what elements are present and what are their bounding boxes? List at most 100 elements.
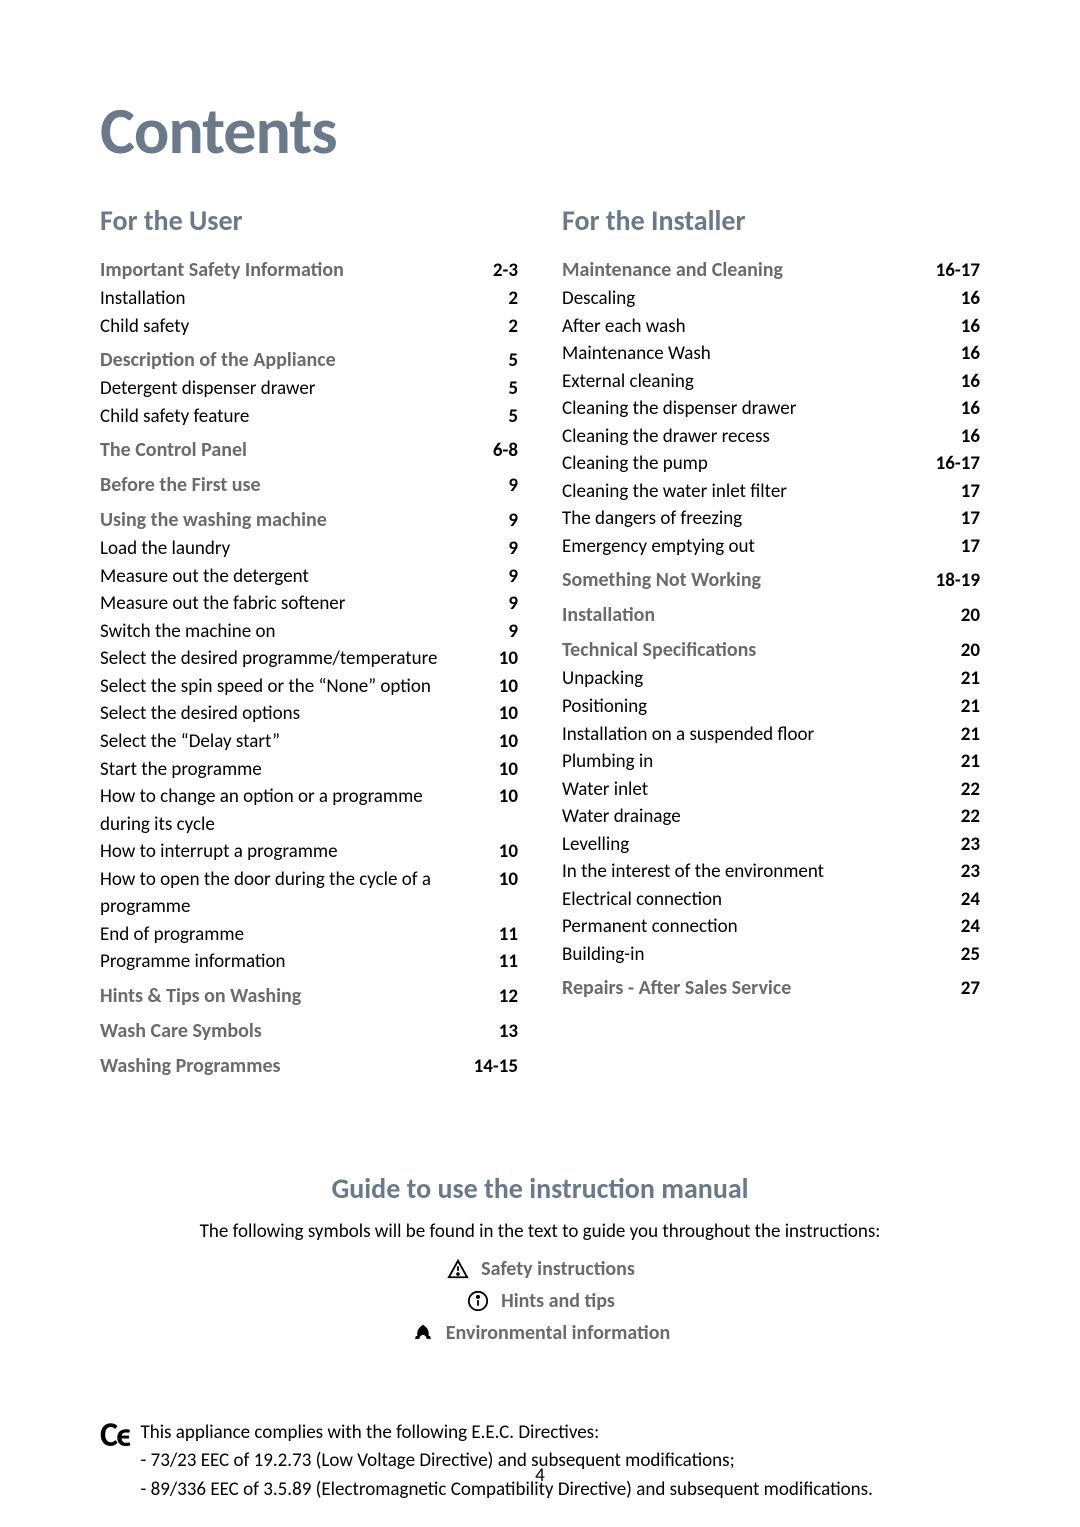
right-column: For the Installer Maintenance and Cleani… bbox=[562, 203, 980, 1081]
toc-section: Technical Specifications20 bbox=[562, 636, 980, 665]
toc-item-page: 5 bbox=[464, 375, 518, 403]
toc-section: Hints & Tips on Washing12 bbox=[100, 982, 518, 1011]
toc-item: Water drainage22 bbox=[562, 803, 980, 831]
toc-item-label: How to open the door during the cycle of… bbox=[100, 866, 464, 921]
toc-item-page: 23 bbox=[926, 858, 980, 886]
toc-item-page: 10 bbox=[464, 866, 518, 894]
toc-section: Maintenance and Cleaning16-17 bbox=[562, 256, 980, 285]
toc-item: Building-in25 bbox=[562, 941, 980, 969]
toc-item-label: Cleaning the dispenser drawer bbox=[562, 395, 926, 423]
toc-item-label: Installation on a suspended floor bbox=[562, 721, 926, 749]
toc-section: Washing Programmes14-15 bbox=[100, 1052, 518, 1081]
toc-item: Positioning21 bbox=[562, 693, 980, 721]
guide-block: Guide to use the instruction manual The … bbox=[100, 1171, 980, 1349]
toc-item-label: Cleaning the drawer recess bbox=[562, 423, 926, 451]
toc-item: Maintenance Wash16 bbox=[562, 340, 980, 368]
toc-item: External cleaning16 bbox=[562, 368, 980, 396]
toc-item-page: 10 bbox=[464, 783, 518, 811]
leaf-icon bbox=[410, 1320, 436, 1346]
toc-item: Descaling16 bbox=[562, 285, 980, 313]
toc-item-page: 10 bbox=[464, 756, 518, 784]
ce-text: This appliance complies with the followi… bbox=[140, 1419, 872, 1505]
toc-item: Measure out the fabric softener9 bbox=[100, 590, 518, 618]
toc-item-label: Switch the machine on bbox=[100, 618, 464, 646]
toc-section-label: Washing Programmes bbox=[100, 1052, 281, 1081]
toc-item-page: 16 bbox=[926, 285, 980, 313]
toc-item-label: Programme information bbox=[100, 948, 464, 976]
toc-section-page: 18-19 bbox=[926, 567, 980, 595]
toc-item: Measure out the detergent9 bbox=[100, 563, 518, 591]
toc-item: Select the desired programme/temperature… bbox=[100, 645, 518, 673]
toc-item-page: 10 bbox=[464, 728, 518, 756]
toc-item-page: 10 bbox=[464, 838, 518, 866]
toc-section-label: Before the First use bbox=[100, 471, 261, 500]
toc-item: How to change an option or a programme d… bbox=[100, 783, 518, 838]
toc-item-page: 21 bbox=[926, 748, 980, 776]
guide-line: Safety instructions bbox=[100, 1253, 980, 1285]
toc-item-label: Cleaning the water inlet filter bbox=[562, 478, 926, 506]
toc-section: Wash Care Symbols13 bbox=[100, 1017, 518, 1046]
toc-item-label: Installation bbox=[100, 285, 464, 313]
toc-item-page: 16-17 bbox=[926, 450, 980, 478]
toc-item-label: External cleaning bbox=[562, 368, 926, 396]
toc-item-label: Child safety feature bbox=[100, 403, 464, 431]
toc-item: Plumbing in21 bbox=[562, 748, 980, 776]
toc-item-label: Levelling bbox=[562, 831, 926, 859]
toc-item: Cleaning the drawer recess16 bbox=[562, 423, 980, 451]
toc-item-label: How to change an option or a programme d… bbox=[100, 783, 464, 838]
warning-icon bbox=[445, 1256, 471, 1282]
toc-item-page: 17 bbox=[926, 533, 980, 561]
toc-item: Start the programme10 bbox=[100, 756, 518, 784]
toc-item: Cleaning the dispenser drawer16 bbox=[562, 395, 980, 423]
page-title: Contents bbox=[100, 90, 980, 171]
toc-item-label: End of programme bbox=[100, 921, 464, 949]
left-column: For the User Important Safety Informatio… bbox=[100, 203, 518, 1081]
toc-item: After each wash16 bbox=[562, 313, 980, 341]
toc-item: How to open the door during the cycle of… bbox=[100, 866, 518, 921]
right-heading: For the Installer bbox=[562, 203, 980, 238]
toc-item-page: 11 bbox=[464, 948, 518, 976]
toc-item-label: Measure out the detergent bbox=[100, 563, 464, 591]
toc-section: Using the washing machine9 bbox=[100, 506, 518, 535]
toc-item-page: 9 bbox=[464, 618, 518, 646]
toc-item-label: The dangers of freezing bbox=[562, 505, 926, 533]
toc-item-page: 16 bbox=[926, 313, 980, 341]
toc-item-page: 17 bbox=[926, 505, 980, 533]
toc-item-page: 10 bbox=[464, 700, 518, 728]
toc-item-page: 16 bbox=[926, 395, 980, 423]
toc-item: Select the “Delay start”10 bbox=[100, 728, 518, 756]
toc-section-label: Installation bbox=[562, 601, 655, 630]
toc-item-label: Descaling bbox=[562, 285, 926, 313]
info-icon bbox=[465, 1288, 491, 1314]
toc-section: Something Not Working18-19 bbox=[562, 566, 980, 595]
toc-section-label: Hints & Tips on Washing bbox=[100, 982, 301, 1011]
toc-item: Child safety2 bbox=[100, 313, 518, 341]
toc-item: Select the desired options10 bbox=[100, 700, 518, 728]
toc-item: In the interest of the environment23 bbox=[562, 858, 980, 886]
toc-item-page: 21 bbox=[926, 665, 980, 693]
toc-section: Before the First use9 bbox=[100, 471, 518, 500]
toc-item: Cleaning the water inlet filter17 bbox=[562, 478, 980, 506]
toc-section-label: Using the washing machine bbox=[100, 506, 327, 535]
toc-item-page: 9 bbox=[464, 563, 518, 591]
ce-lead: This appliance complies with the followi… bbox=[140, 1421, 599, 1444]
toc-section: Repairs - After Sales Service27 bbox=[562, 974, 980, 1003]
guide-intro: The following symbols will be found in t… bbox=[100, 1220, 980, 1243]
toc-item-label: Child safety bbox=[100, 313, 464, 341]
toc-item-page: 5 bbox=[464, 403, 518, 431]
toc-section-label: Description of the Appliance bbox=[100, 346, 336, 375]
toc-section: Description of the Appliance5 bbox=[100, 346, 518, 375]
toc-item-page: 23 bbox=[926, 831, 980, 859]
toc-section-label: The Control Panel bbox=[100, 436, 247, 465]
toc-item: Installation2 bbox=[100, 285, 518, 313]
left-heading: For the User bbox=[100, 203, 518, 238]
toc-item-page: 22 bbox=[926, 776, 980, 804]
toc-item-page: 10 bbox=[464, 645, 518, 673]
toc-item-label: After each wash bbox=[562, 313, 926, 341]
toc-item: End of programme11 bbox=[100, 921, 518, 949]
toc-item: Select the spin speed or the “None” opti… bbox=[100, 673, 518, 701]
toc-section-label: Wash Care Symbols bbox=[100, 1017, 262, 1046]
toc-item-label: Water inlet bbox=[562, 776, 926, 804]
toc-item: Emergency emptying out17 bbox=[562, 533, 980, 561]
toc-section-page: 2-3 bbox=[464, 257, 518, 285]
